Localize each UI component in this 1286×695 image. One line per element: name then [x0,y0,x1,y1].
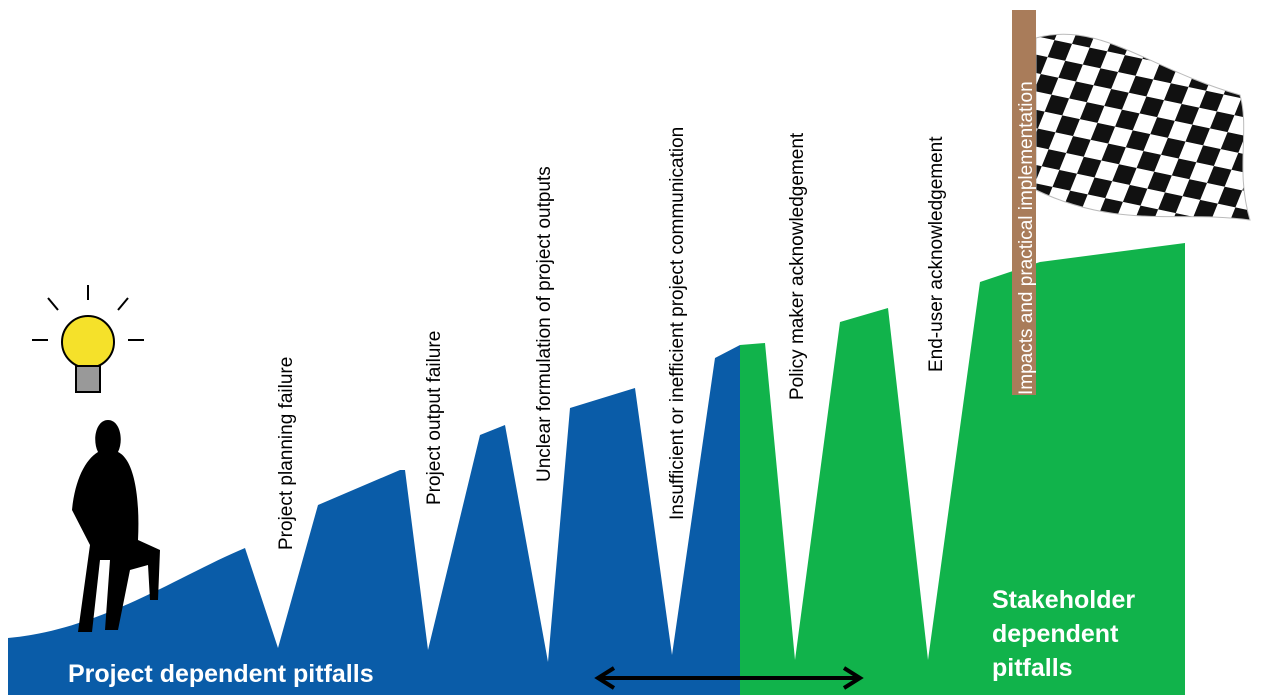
pitfall-label: Project output failure [424,331,445,505]
pitfall-label: Unclear formulation of project outputs [534,166,555,482]
stakeholder-group-line: Stakeholder [992,586,1135,614]
project-mountain [8,345,740,695]
flag-pole [1012,10,1036,395]
lightbulb [32,285,144,393]
pitfall-label: Policy maker acknowledgement [787,132,808,400]
flag [1035,33,1251,221]
stakeholder-group-line: dependent [992,620,1119,648]
pitfall-label: End-user acknowledgement [926,136,947,372]
stakeholder-group-line: pitfalls [992,654,1073,682]
goal-label: Impacts and practical implementation [1016,81,1037,395]
hiker [72,420,160,632]
double-arrow [594,666,864,690]
pitfall-label: Project planning failure [276,357,297,550]
project-group-label: Project dependent pitfalls [68,660,374,688]
stakeholder-mountain [740,243,1185,695]
pitfall-label: Insufficient or inefficient project comm… [667,127,688,520]
